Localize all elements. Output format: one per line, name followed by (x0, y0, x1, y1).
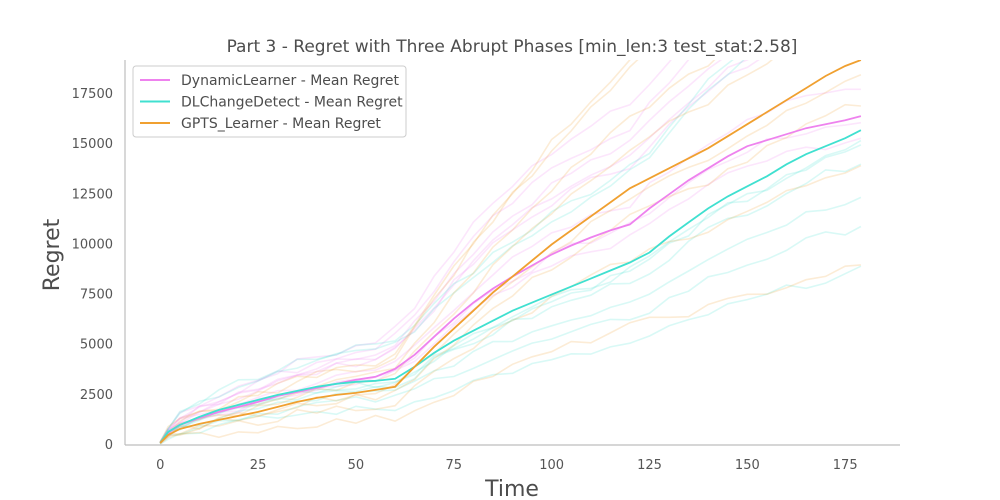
y-tick-label: 12500 (72, 187, 113, 202)
run-line (159, 60, 774, 444)
run-line (159, 60, 760, 443)
y-tick-label: 17500 (72, 87, 113, 102)
run-line (159, 265, 862, 445)
x-tick-label: 25 (250, 458, 267, 473)
legend: DynamicLearner - Mean Regret DLChangeDete… (132, 65, 407, 138)
x-tick-label: 50 (348, 458, 365, 473)
x-tick-label: 150 (735, 458, 760, 473)
series-line (159, 60, 862, 444)
legend-label: DLChangeDetect - Mean Regret (181, 95, 403, 111)
x-tick-label: 75 (446, 458, 463, 473)
run-line (159, 196, 862, 444)
run-line (159, 60, 749, 443)
x-tick-label: 100 (539, 458, 564, 473)
run-line (159, 60, 639, 443)
run-line (159, 60, 690, 443)
legend-label: DynamicLearner - Mean Regret (181, 73, 399, 89)
run-line (159, 88, 861, 444)
run-line (159, 164, 862, 444)
series-line (159, 129, 862, 444)
run-line (159, 60, 631, 443)
y-ticks: 0 2500 5000 7500 10000 12500 15000 17500 (72, 87, 113, 453)
y-tick-label: 15000 (72, 137, 113, 152)
run-line (159, 74, 862, 444)
run-line (159, 60, 723, 443)
legend-label: GPTS_Learner - Mean Regret (181, 116, 381, 132)
mean-regret-lines (159, 60, 862, 444)
run-line (159, 144, 862, 444)
legend-box (132, 65, 407, 138)
y-tick-label: 0 (105, 438, 113, 453)
x-tick-label: 0 (156, 458, 164, 473)
run-line (159, 60, 734, 443)
x-tick-label: 175 (833, 458, 858, 473)
y-tick-label: 10000 (72, 237, 113, 252)
chart-title: Part 3 - Regret with Three Abrupt Phases… (227, 37, 798, 57)
run-line (159, 163, 862, 444)
run-line (159, 103, 861, 444)
y-tick-label: 5000 (80, 338, 113, 353)
x-axis-label: Time (484, 477, 539, 500)
x-ticks: 0 25 50 75 100 125 150 175 (156, 458, 858, 473)
y-tick-label: 2500 (80, 388, 113, 403)
run-line (159, 60, 745, 443)
run-line (159, 60, 672, 443)
x-tick-label: 125 (637, 458, 662, 473)
y-tick-label: 7500 (80, 288, 113, 303)
run-line (159, 264, 861, 445)
series-line (159, 115, 862, 444)
run-line (159, 60, 716, 443)
run-line (159, 225, 862, 445)
background-run-lines (159, 60, 862, 445)
y-axis-label: Regret (40, 218, 65, 291)
